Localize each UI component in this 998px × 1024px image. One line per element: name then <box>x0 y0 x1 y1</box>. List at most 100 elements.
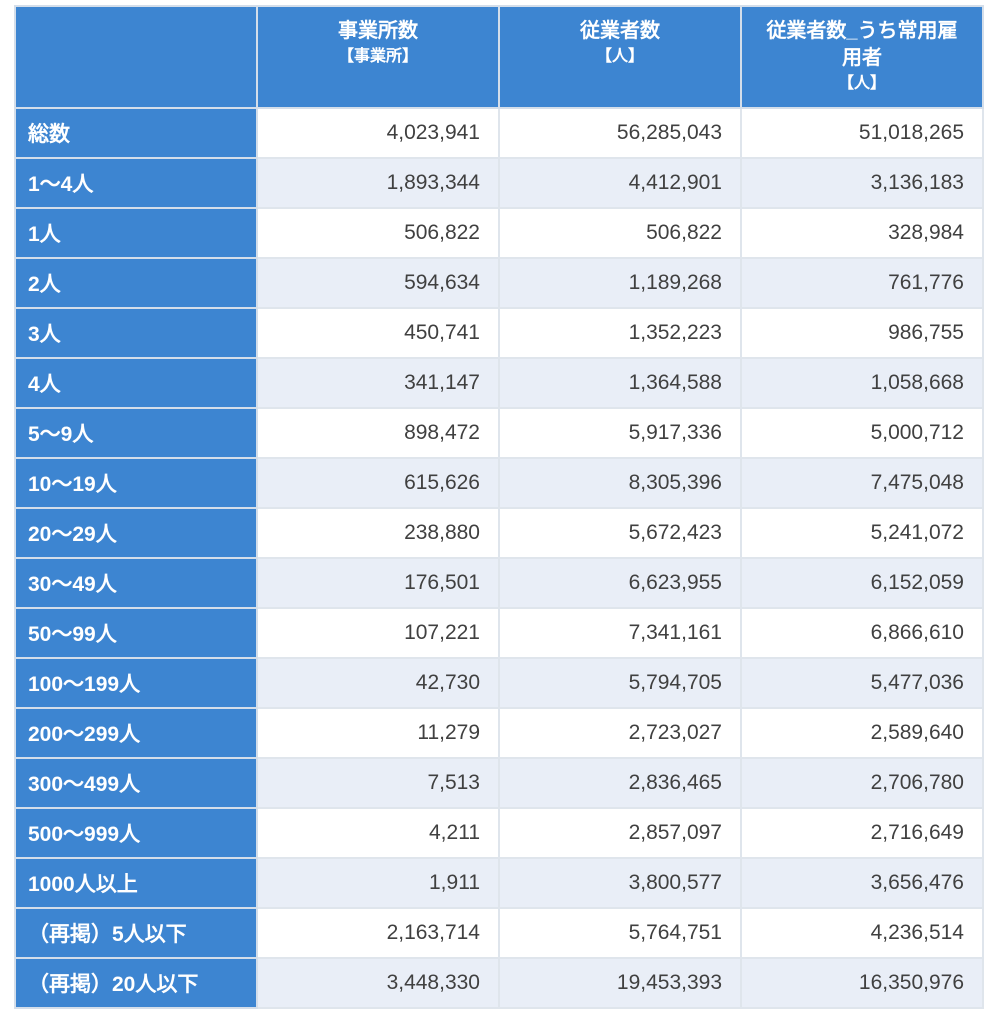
cell-regular-employees: 2,716,649 <box>740 807 984 859</box>
cell-employees: 7,341,161 <box>498 607 742 659</box>
cell-employees: 56,285,043 <box>498 107 742 159</box>
cell-employees: 5,917,336 <box>498 407 742 459</box>
row-label: 4人 <box>14 357 258 409</box>
table-row: 1人 506,822 506,822 328,984 <box>14 207 984 259</box>
cell-employees: 1,352,223 <box>498 307 742 359</box>
table-body: 総数 4,023,941 56,285,043 51,018,265 1〜4人 … <box>14 107 984 1009</box>
cell-establishments: 450,741 <box>256 307 500 359</box>
table-row: 50〜99人 107,221 7,341,161 6,866,610 <box>14 607 984 659</box>
column-unit: 【人】 <box>837 75 886 92</box>
row-label: 300〜499人 <box>14 757 258 809</box>
table-row: （再掲）5人以下 2,163,714 5,764,751 4,236,514 <box>14 907 984 959</box>
table-row: 20〜29人 238,880 5,672,423 5,241,072 <box>14 507 984 559</box>
table-row: 100〜199人 42,730 5,794,705 5,477,036 <box>14 657 984 709</box>
cell-establishments: 7,513 <box>256 757 500 809</box>
row-label: 5〜9人 <box>14 407 258 459</box>
cell-regular-employees: 986,755 <box>740 307 984 359</box>
row-label: 10〜19人 <box>14 457 258 509</box>
table-row: 1000人以上 1,911 3,800,577 3,656,476 <box>14 857 984 909</box>
column-header-regular-employees: 従業者数_うち常用雇 用者 【人】 <box>740 5 984 109</box>
row-label: 30〜49人 <box>14 557 258 609</box>
row-label: （再掲）20人以下 <box>14 957 258 1009</box>
cell-establishments: 2,163,714 <box>256 907 500 959</box>
table-row: 5〜9人 898,472 5,917,336 5,000,712 <box>14 407 984 459</box>
cell-employees: 1,364,588 <box>498 357 742 409</box>
cell-regular-employees: 7,475,048 <box>740 457 984 509</box>
table-row: 300〜499人 7,513 2,836,465 2,706,780 <box>14 757 984 809</box>
cell-establishments: 594,634 <box>256 257 500 309</box>
cell-establishments: 1,911 <box>256 857 500 909</box>
cell-regular-employees: 3,136,183 <box>740 157 984 209</box>
cell-regular-employees: 328,984 <box>740 207 984 259</box>
cell-employees: 3,800,577 <box>498 857 742 909</box>
row-label: 2人 <box>14 257 258 309</box>
cell-employees: 8,305,396 <box>498 457 742 509</box>
table-header: 事業所数 【事業所】 従業者数 【人】 従業者数_うち常用雇 用者 【人】 <box>14 5 984 109</box>
table-row: 200〜299人 11,279 2,723,027 2,589,640 <box>14 707 984 759</box>
table-row: 総数 4,023,941 56,285,043 51,018,265 <box>14 107 984 159</box>
establishments-by-size-table: 事業所数 【事業所】 従業者数 【人】 従業者数_うち常用雇 用者 【人】 総数… <box>14 5 984 1009</box>
corner-blank-cell <box>14 5 258 109</box>
row-label: （再掲）5人以下 <box>14 907 258 959</box>
cell-employees: 5,794,705 <box>498 657 742 709</box>
header-row: 事業所数 【事業所】 従業者数 【人】 従業者数_うち常用雇 用者 【人】 <box>14 5 984 109</box>
table-row: 1〜4人 1,893,344 4,412,901 3,136,183 <box>14 157 984 209</box>
cell-establishments: 11,279 <box>256 707 500 759</box>
cell-establishments: 341,147 <box>256 357 500 409</box>
table-row: （再掲）20人以下 3,448,330 19,453,393 16,350,97… <box>14 957 984 1009</box>
cell-regular-employees: 16,350,976 <box>740 957 984 1009</box>
column-title: 事業所数 <box>338 20 418 42</box>
row-label: 100〜199人 <box>14 657 258 709</box>
cell-employees: 6,623,955 <box>498 557 742 609</box>
row-label: 総数 <box>14 107 258 159</box>
cell-establishments: 176,501 <box>256 557 500 609</box>
cell-regular-employees: 761,776 <box>740 257 984 309</box>
cell-regular-employees: 2,589,640 <box>740 707 984 759</box>
table-row: 2人 594,634 1,189,268 761,776 <box>14 257 984 309</box>
table-row: 4人 341,147 1,364,588 1,058,668 <box>14 357 984 409</box>
cell-employees: 2,836,465 <box>498 757 742 809</box>
cell-employees: 19,453,393 <box>498 957 742 1009</box>
cell-establishments: 42,730 <box>256 657 500 709</box>
cell-regular-employees: 4,236,514 <box>740 907 984 959</box>
cell-regular-employees: 6,152,059 <box>740 557 984 609</box>
column-header-employees: 従業者数 【人】 <box>498 5 742 109</box>
column-title: 従業者数 <box>580 20 660 42</box>
column-unit: 【事業所】 <box>337 48 418 65</box>
cell-regular-employees: 6,866,610 <box>740 607 984 659</box>
row-label: 500〜999人 <box>14 807 258 859</box>
cell-employees: 2,723,027 <box>498 707 742 759</box>
cell-establishments: 4,023,941 <box>256 107 500 159</box>
row-label: 200〜299人 <box>14 707 258 759</box>
cell-employees: 1,189,268 <box>498 257 742 309</box>
cell-establishments: 506,822 <box>256 207 500 259</box>
cell-establishments: 3,448,330 <box>256 957 500 1009</box>
cell-regular-employees: 1,058,668 <box>740 357 984 409</box>
cell-employees: 506,822 <box>498 207 742 259</box>
cell-establishments: 238,880 <box>256 507 500 559</box>
cell-establishments: 107,221 <box>256 607 500 659</box>
table-row: 500〜999人 4,211 2,857,097 2,716,649 <box>14 807 984 859</box>
cell-establishments: 898,472 <box>256 407 500 459</box>
cell-regular-employees: 5,000,712 <box>740 407 984 459</box>
cell-regular-employees: 3,656,476 <box>740 857 984 909</box>
cell-establishments: 615,626 <box>256 457 500 509</box>
table-row: 3人 450,741 1,352,223 986,755 <box>14 307 984 359</box>
cell-employees: 4,412,901 <box>498 157 742 209</box>
column-header-establishments: 事業所数 【事業所】 <box>256 5 500 109</box>
cell-regular-employees: 5,477,036 <box>740 657 984 709</box>
row-label: 20〜29人 <box>14 507 258 559</box>
column-unit: 【人】 <box>595 48 644 65</box>
cell-regular-employees: 51,018,265 <box>740 107 984 159</box>
cell-employees: 5,764,751 <box>498 907 742 959</box>
table-row: 30〜49人 176,501 6,623,955 6,152,059 <box>14 557 984 609</box>
table-row: 10〜19人 615,626 8,305,396 7,475,048 <box>14 457 984 509</box>
cell-establishments: 1,893,344 <box>256 157 500 209</box>
row-label: 3人 <box>14 307 258 359</box>
cell-establishments: 4,211 <box>256 807 500 859</box>
row-label: 1〜4人 <box>14 157 258 209</box>
cell-employees: 2,857,097 <box>498 807 742 859</box>
row-label: 1000人以上 <box>14 857 258 909</box>
cell-regular-employees: 2,706,780 <box>740 757 984 809</box>
